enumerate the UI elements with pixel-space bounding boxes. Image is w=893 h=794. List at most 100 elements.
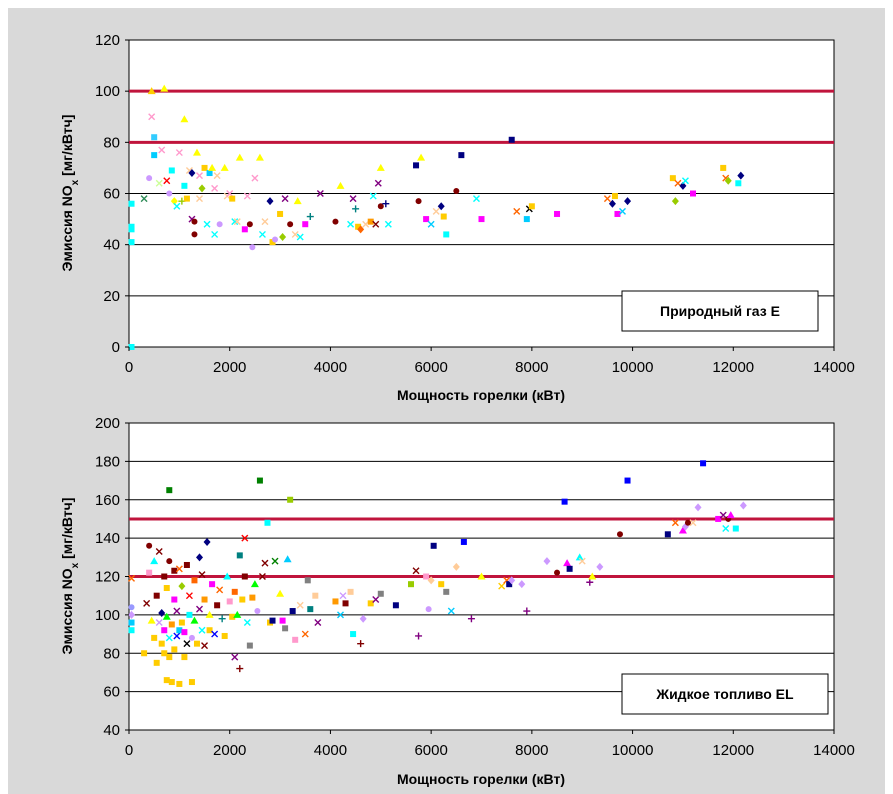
data-point	[415, 198, 422, 205]
data-point	[671, 197, 679, 206]
data-point	[382, 200, 390, 208]
data-point	[255, 153, 264, 161]
data-point	[146, 569, 153, 576]
data-point	[443, 588, 450, 595]
data-point	[243, 192, 251, 200]
data-point	[188, 679, 195, 686]
data-point	[588, 572, 597, 580]
data-point	[566, 565, 573, 572]
data-point	[191, 218, 198, 225]
y-tick-label: 80	[103, 645, 120, 662]
data-point	[296, 233, 304, 241]
data-point	[258, 230, 266, 238]
limit-lines	[129, 89, 834, 144]
x-tick-label: 14000	[813, 742, 855, 759]
data-point	[176, 627, 183, 634]
data-point	[678, 526, 687, 534]
data-point	[211, 630, 219, 638]
data-point	[281, 195, 289, 203]
data-point	[372, 220, 380, 228]
data-point	[276, 589, 285, 597]
data-point	[198, 571, 206, 579]
data-point	[166, 654, 173, 661]
data-point	[271, 557, 279, 565]
data-point	[183, 195, 190, 202]
data-point	[168, 621, 175, 628]
data-point	[148, 113, 156, 121]
data-point	[128, 223, 135, 230]
data-point	[674, 179, 682, 187]
x-tick-labels: 0 2000 4000 6000 8000 10000 12000 14000	[125, 347, 855, 376]
data-point	[408, 581, 414, 588]
data-point	[140, 195, 148, 203]
y-tick-label: 20	[103, 288, 120, 305]
data-point	[151, 634, 158, 641]
x-tick-label: 10000	[612, 742, 654, 759]
data-point	[239, 596, 246, 603]
data-point	[128, 619, 135, 626]
y-tick-label: 40	[103, 237, 120, 254]
data-point	[211, 230, 219, 238]
data-point	[611, 193, 618, 200]
data-point	[146, 175, 153, 182]
data-point	[513, 207, 521, 215]
data-point	[203, 537, 211, 546]
data-point	[357, 225, 365, 234]
chart-natural-gas: 0 20 40 60 80 100 120 0 2000 4000 6000 8000 10000 12…	[59, 32, 855, 403]
data-point	[201, 164, 208, 171]
data-point	[128, 610, 136, 619]
y-tick-label: 0	[112, 339, 120, 356]
data-point	[279, 617, 286, 624]
data-point	[306, 213, 314, 221]
x-axis-label: Мощность горелки (кВт)	[397, 387, 565, 403]
data-point	[737, 171, 745, 180]
data-point	[603, 195, 611, 203]
data-point	[316, 190, 324, 197]
y-tick-label: 80	[103, 134, 120, 151]
data-point	[543, 557, 551, 566]
data-point	[176, 680, 183, 687]
data-point	[201, 642, 209, 650]
data-point	[161, 627, 168, 634]
data-point	[190, 616, 199, 624]
data-point	[220, 163, 229, 171]
data-point	[229, 195, 236, 202]
data-point	[664, 531, 671, 538]
data-point	[563, 559, 572, 567]
data-point	[575, 553, 584, 561]
data-point	[349, 195, 357, 203]
x-tick-label: 6000	[414, 742, 447, 759]
data-point	[724, 176, 732, 185]
data-point	[186, 611, 193, 618]
data-point	[332, 598, 339, 605]
data-point	[166, 487, 173, 494]
data-point	[223, 572, 232, 580]
data-point	[342, 600, 349, 607]
data-point	[417, 153, 426, 161]
data-point	[415, 632, 423, 640]
data-point	[231, 218, 239, 226]
x-tick-label: 8000	[515, 742, 548, 759]
data-point	[171, 596, 178, 603]
data-point	[188, 169, 196, 178]
data-point	[218, 615, 226, 623]
data-point	[158, 640, 165, 647]
data-point	[193, 640, 200, 647]
data-point	[249, 244, 256, 251]
x-tick-label: 12000	[712, 742, 754, 759]
y-tick-label: 160	[95, 492, 120, 509]
data-point	[233, 218, 241, 226]
data-point	[624, 477, 631, 484]
data-point	[669, 175, 676, 182]
data-point	[413, 162, 420, 169]
y-tick-label: 180	[95, 453, 120, 470]
data-point	[214, 602, 221, 609]
data-point	[350, 631, 357, 638]
data-point	[203, 220, 211, 228]
data-point	[684, 519, 691, 526]
data-point	[438, 581, 445, 588]
legend-box	[621, 290, 819, 332]
data-point	[432, 207, 440, 215]
x-tick-label: 0	[125, 359, 133, 376]
data-point	[312, 592, 319, 599]
